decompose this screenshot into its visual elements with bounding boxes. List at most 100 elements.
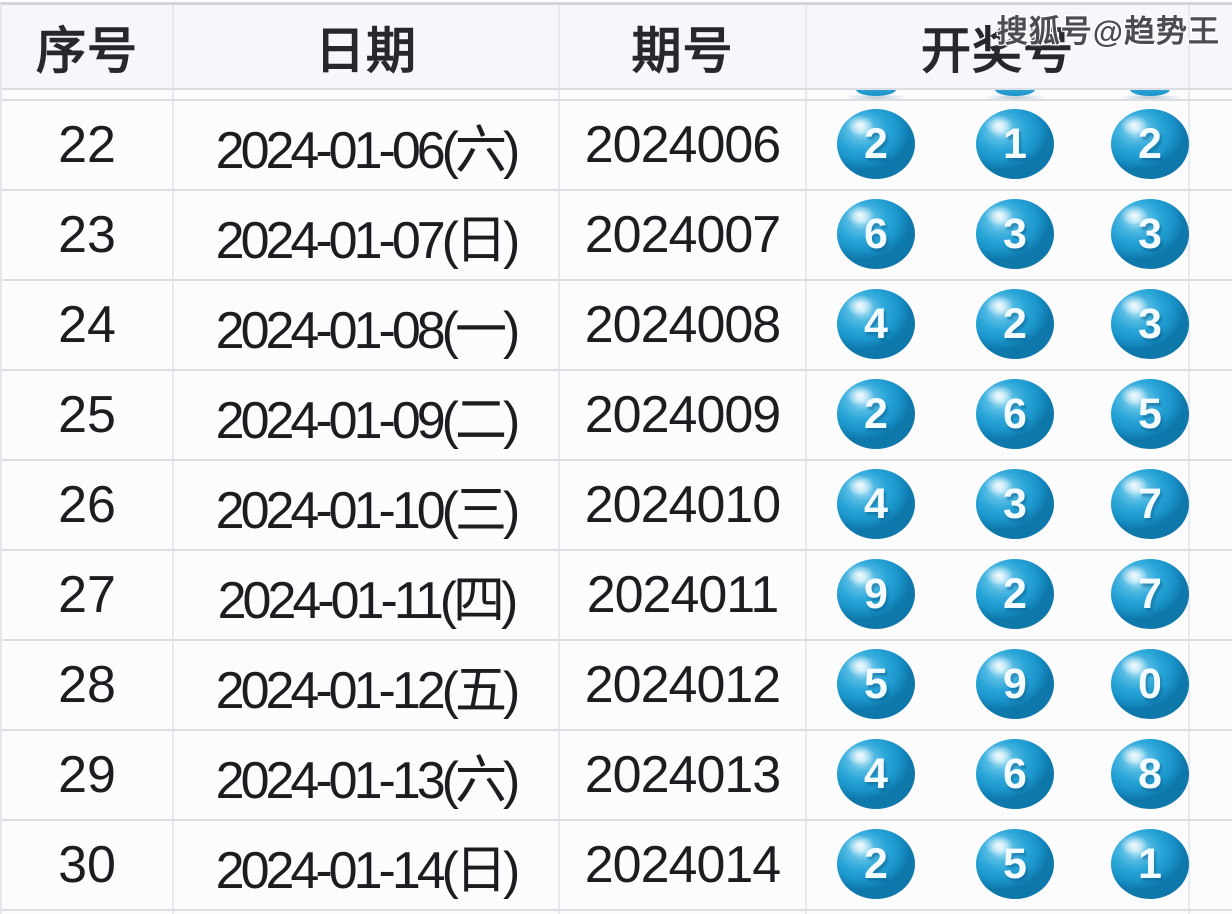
cell-serial: 27 [2, 551, 174, 639]
cell-extra [1190, 551, 1230, 639]
table-row: 26 2024-01-10(三) 2024010 4 3 7 [2, 461, 1232, 551]
cell-extra [1190, 371, 1230, 459]
serial-value: 29 [58, 746, 116, 804]
cell-date: 2024-01-06(六) [174, 101, 560, 189]
issue-value: 2024011 [586, 566, 780, 624]
lottery-ball: 6 [837, 199, 915, 274]
table-row: 29 2024-01-13(六) 2024013 4 6 8 [2, 731, 1232, 821]
issue-value: 2024009 [584, 386, 781, 444]
ball-number: 8 [1138, 749, 1162, 798]
ball-number: 5 [1138, 389, 1162, 438]
lottery-ball: 8 [1111, 739, 1189, 814]
cell-issue: 2024011 [560, 551, 807, 639]
table-row: 30 2024-01-14(日) 2024014 2 5 1 [2, 821, 1232, 911]
cell-serial: 28 [2, 641, 174, 729]
cell-extra [1190, 641, 1230, 729]
ball-number: 5 [864, 659, 888, 708]
cropped-cell [560, 911, 807, 914]
table-row: 28 2024-01-12(五) 2024012 5 9 0 [2, 641, 1232, 731]
cell-draw-numbers: 4 6 8 [807, 731, 1190, 819]
cell-draw-numbers: 2 6 5 [807, 371, 1190, 459]
ball-number: 6 [864, 209, 888, 258]
lottery-ball: 6 [976, 739, 1054, 814]
cell-serial: 29 [2, 731, 174, 819]
cell-issue: 2024012 [560, 641, 807, 729]
cell-draw-numbers: 2 1 2 [807, 101, 1190, 189]
date-value: 2024-01-06(六) [215, 121, 521, 180]
cropped-cell [174, 911, 560, 914]
cell-issue: 2024007 [560, 191, 807, 279]
cell-draw-numbers: 4 3 7 [807, 461, 1190, 549]
cell-extra [1190, 191, 1230, 279]
issue-value: 2024008 [584, 296, 781, 354]
cell-extra [1190, 281, 1230, 369]
cropped-previous-row [2, 90, 1232, 101]
ball-number: 7 [1138, 479, 1162, 528]
cell-extra [1190, 821, 1230, 909]
cell-issue: 2024008 [560, 281, 807, 369]
ball-number: 2 [1003, 569, 1027, 618]
cell-date: 2024-01-09(二) [174, 371, 560, 459]
cell-serial: 26 [2, 461, 174, 549]
lottery-ball: 2 [837, 379, 915, 454]
date-value: 2024-01-11(四) [217, 571, 519, 630]
cell-extra [1190, 461, 1230, 549]
lottery-ball: 1 [976, 109, 1054, 184]
cell-date: 2024-01-14(日) [174, 821, 560, 909]
lottery-ball: 7 [1111, 559, 1189, 634]
ball-number: 5 [1003, 839, 1027, 888]
cell-extra [1190, 731, 1230, 819]
cell-draw-numbers: 9 2 7 [807, 551, 1190, 639]
cell-date: 2024-01-08(一) [174, 281, 560, 369]
table-row: 24 2024-01-08(一) 2024008 4 2 3 [2, 281, 1232, 371]
cell-serial: 30 [2, 821, 174, 909]
ball-number: 2 [1138, 119, 1162, 168]
date-value: 2024-01-09(二) [215, 391, 521, 450]
issue-value: 2024012 [584, 656, 781, 714]
cell-date: 2024-01-11(四) [174, 551, 560, 639]
column-header-draw: 开奖号 [807, 5, 1190, 88]
table-row: 25 2024-01-09(二) 2024009 2 6 5 [2, 371, 1232, 461]
cell-issue: 2024010 [560, 461, 807, 549]
lottery-ball: 7 [1111, 469, 1189, 544]
ball-number: 2 [864, 119, 888, 168]
cell-date: 2024-01-13(六) [174, 731, 560, 819]
ball-number: 3 [1138, 299, 1162, 348]
lottery-ball: 4 [837, 289, 915, 364]
lottery-ball: 4 [837, 739, 915, 814]
cropped-ball-bottom [845, 90, 907, 99]
cell-draw-numbers: 5 9 0 [807, 641, 1190, 729]
lottery-ball: 3 [976, 199, 1054, 274]
ball-number: 3 [1138, 209, 1162, 258]
column-header-date: 日期 [174, 5, 560, 88]
date-value: 2024-01-08(一) [215, 301, 521, 360]
issue-value: 2024006 [584, 116, 781, 174]
lottery-ball: 2 [1111, 109, 1189, 184]
cell-serial: 23 [2, 191, 174, 279]
ball-number: 2 [864, 839, 888, 888]
cell-date: 2024-01-07(日) [174, 191, 560, 279]
cell-draw-numbers: 4 2 3 [807, 281, 1190, 369]
table-row: 23 2024-01-07(日) 2024007 6 3 3 [2, 191, 1232, 281]
cropped-cell [174, 90, 560, 99]
cropped-next-row [2, 911, 1232, 914]
cell-draw-numbers: 2 5 1 [807, 821, 1190, 909]
cropped-ball-bottom [1119, 90, 1181, 99]
date-value: 2024-01-13(六) [215, 751, 521, 810]
ball-number: 4 [864, 749, 888, 798]
issue-value: 2024013 [584, 746, 781, 804]
lottery-ball: 2 [837, 829, 915, 904]
cell-issue: 2024009 [560, 371, 807, 459]
ball-number: 9 [864, 569, 888, 618]
serial-value: 26 [58, 476, 116, 534]
cell-serial: 24 [2, 281, 174, 369]
serial-value: 22 [58, 116, 116, 174]
cell-issue: 2024013 [560, 731, 807, 819]
cell-serial: 25 [2, 371, 174, 459]
lottery-ball: 5 [1111, 379, 1189, 454]
lottery-ball: 3 [1111, 199, 1189, 274]
cropped-cell [1190, 90, 1230, 99]
issue-value: 2024014 [584, 836, 781, 894]
